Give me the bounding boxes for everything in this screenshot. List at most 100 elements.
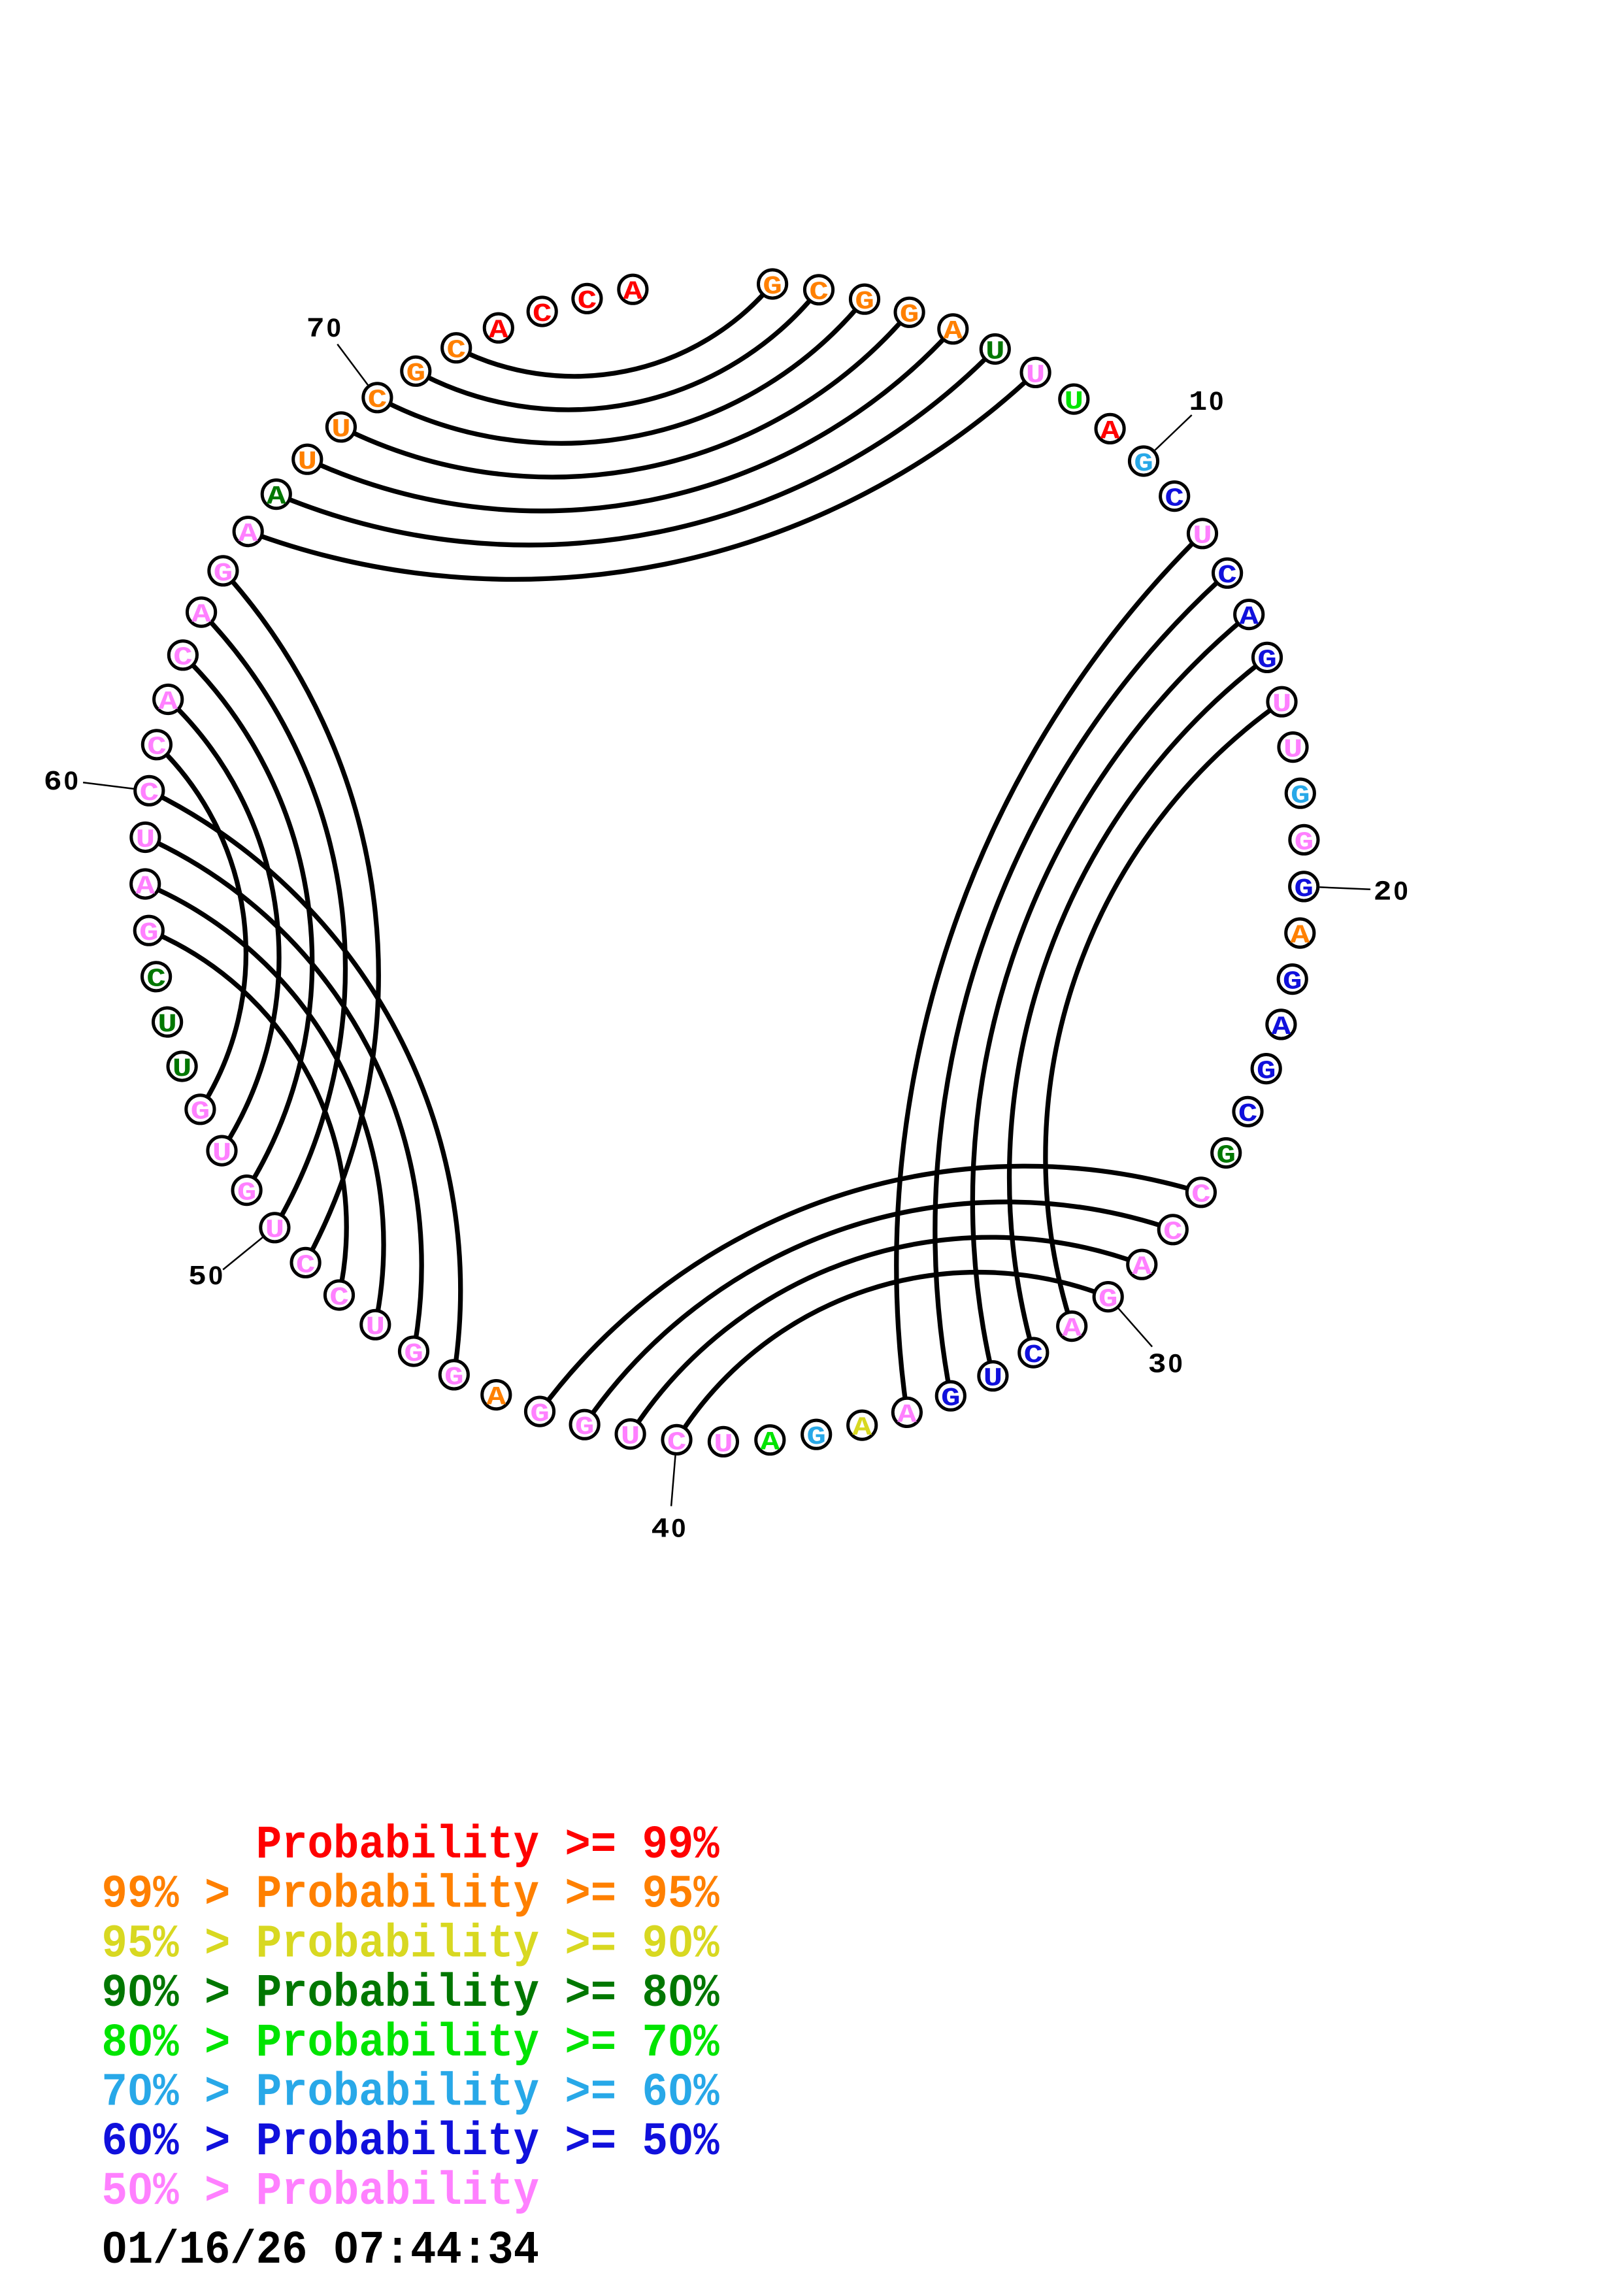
svg-text:A: A <box>158 688 178 717</box>
svg-text:6: 6 <box>44 767 80 799</box>
svg-text:7: 7 <box>306 314 343 346</box>
svg-text:0: 0 <box>669 1917 693 1966</box>
svg-text:G: G <box>1257 646 1277 674</box>
svg-text:U: U <box>365 1313 385 1342</box>
svg-text:3: 3 <box>1148 1350 1185 1381</box>
svg-text:4: 4 <box>651 1514 687 1546</box>
svg-text:A: A <box>943 318 963 346</box>
svg-text:A: A <box>1132 1253 1151 1282</box>
svg-text:G: G <box>900 301 919 329</box>
svg-text:0: 0 <box>128 2016 153 2065</box>
svg-text:A: A <box>852 1414 872 1442</box>
svg-text:G: G <box>941 1384 961 1413</box>
svg-text:A: A <box>623 278 643 307</box>
svg-text:U: U <box>621 1423 640 1452</box>
svg-text:A: A <box>897 1401 917 1429</box>
svg-text:U: U <box>1064 388 1083 416</box>
svg-text:U: U <box>212 1139 232 1168</box>
svg-text:1: 1 <box>1189 388 1225 419</box>
svg-text:U: U <box>1026 361 1046 390</box>
svg-text:0: 0 <box>327 314 341 342</box>
svg-text:0: 0 <box>671 1514 686 1542</box>
svg-text:A: A <box>239 520 258 549</box>
svg-text:U: U <box>985 338 1005 367</box>
svg-text:G: G <box>1134 450 1153 478</box>
svg-text:G: G <box>763 273 782 301</box>
svg-text:0: 0 <box>128 2165 153 2214</box>
svg-text:G: G <box>444 1363 464 1392</box>
svg-text:0: 0 <box>669 2016 693 2065</box>
svg-text:U: U <box>297 448 317 476</box>
svg-text:C: C <box>1023 1341 1043 1370</box>
svg-text:9 % > Probability >= 8 %: 9 % > Probability >= 8 % <box>102 1967 720 2020</box>
svg-text:G: G <box>406 359 425 388</box>
svg-text:C: C <box>1191 1181 1211 1210</box>
svg-text:7 % > Probability >= 6 %: 7 % > Probability >= 6 % <box>102 2066 720 2119</box>
svg-text:5 % > Probability: 5 % > Probability <box>102 2165 539 2218</box>
svg-text:0: 0 <box>102 2223 127 2272</box>
svg-text:0: 0 <box>208 1261 223 1290</box>
svg-text:G: G <box>191 1098 210 1127</box>
svg-text:C: C <box>1163 1218 1183 1247</box>
svg-text:G: G <box>139 919 159 948</box>
svg-text:A: A <box>489 316 508 345</box>
svg-text:A: A <box>1062 1315 1082 1344</box>
svg-text:0: 0 <box>128 1967 153 2016</box>
svg-text:U: U <box>1272 690 1292 719</box>
svg-text:U: U <box>1193 522 1212 551</box>
svg-text:0: 0 <box>128 2066 153 2115</box>
svg-text:G: G <box>1295 828 1314 857</box>
svg-text:A: A <box>1100 417 1120 446</box>
svg-text:C: C <box>1217 561 1237 590</box>
svg-text:0: 0 <box>1209 387 1223 416</box>
svg-text:C: C <box>146 965 166 994</box>
svg-text:C: C <box>533 300 552 329</box>
svg-text:C: C <box>368 386 388 415</box>
svg-text:G: G <box>1283 968 1302 997</box>
svg-text:A: A <box>1239 603 1259 632</box>
svg-text:A: A <box>1290 922 1310 950</box>
svg-text:0: 0 <box>669 2066 693 2115</box>
svg-text:0: 0 <box>1168 1349 1182 1378</box>
svg-text:A: A <box>135 873 155 901</box>
svg-text:G: G <box>237 1179 257 1208</box>
svg-text:U: U <box>173 1055 192 1084</box>
svg-text:G: G <box>404 1340 423 1369</box>
svg-text:C: C <box>578 287 597 316</box>
svg-text:U: U <box>331 416 351 444</box>
svg-text:G: G <box>1257 1057 1276 1086</box>
svg-text:G: G <box>1099 1286 1118 1314</box>
svg-text:C: C <box>147 733 167 762</box>
svg-text:0: 0 <box>669 1967 693 2016</box>
svg-text:0: 0 <box>334 2223 359 2272</box>
svg-text:0: 0 <box>128 2115 153 2164</box>
svg-text:A: A <box>1272 1013 1291 1042</box>
svg-text:U: U <box>265 1216 285 1245</box>
svg-text:G: G <box>1294 875 1314 904</box>
svg-text:95% > Probability >= 9 %: 95% > Probability >= 9 % <box>102 1918 720 1971</box>
svg-text:5: 5 <box>188 1262 225 1293</box>
svg-text:G: G <box>214 559 233 588</box>
svg-text:99% > Probability >= 95%: 99% > Probability >= 95% <box>102 1868 720 1921</box>
svg-text:U: U <box>1283 736 1303 765</box>
svg-text:U: U <box>984 1365 1003 1393</box>
svg-text:C: C <box>173 644 193 673</box>
svg-text:G: G <box>530 1400 550 1429</box>
svg-text:0: 0 <box>64 767 78 795</box>
svg-text:A: A <box>267 483 286 512</box>
svg-text:C: C <box>329 1284 349 1312</box>
svg-text:C: C <box>809 278 829 307</box>
svg-text:6 % > Probability >= 5 %: 6 % > Probability >= 5 % <box>102 2116 720 2169</box>
svg-text:C: C <box>667 1428 687 1457</box>
svg-text:C: C <box>139 779 159 808</box>
svg-text:C: C <box>1238 1100 1258 1129</box>
svg-text:C: C <box>446 337 466 365</box>
svg-text:1/16/26 7:44:34: 1/16/26 7:44:34 <box>102 2223 539 2276</box>
svg-text:U: U <box>136 826 156 855</box>
svg-text:C: C <box>296 1251 316 1280</box>
svg-text:G: G <box>806 1423 826 1452</box>
svg-text:A: A <box>191 601 211 629</box>
svg-text:A: A <box>486 1384 506 1412</box>
svg-text:A: A <box>760 1429 780 1457</box>
svg-text:G: G <box>1291 782 1310 810</box>
